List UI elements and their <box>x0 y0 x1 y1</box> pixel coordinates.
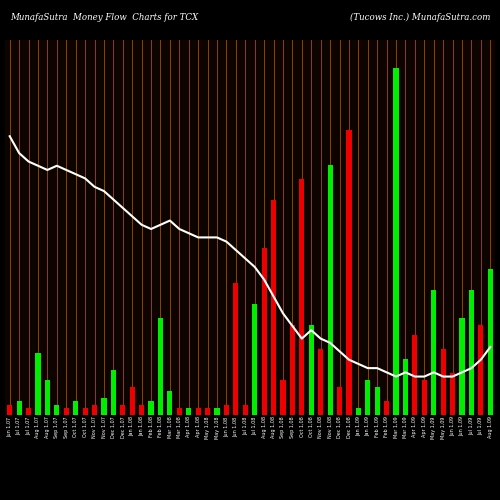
Bar <box>234 283 238 415</box>
Bar <box>328 165 332 415</box>
Bar <box>318 349 324 415</box>
Bar <box>16 401 21 415</box>
Bar <box>168 390 172 415</box>
Bar <box>102 398 106 415</box>
Bar <box>130 387 135 415</box>
Bar <box>346 130 352 415</box>
Bar <box>422 380 427 415</box>
Bar <box>337 387 342 415</box>
Bar <box>299 179 304 415</box>
Bar <box>205 408 210 415</box>
Bar <box>7 404 12 415</box>
Bar <box>271 200 276 415</box>
Bar <box>148 401 154 415</box>
Bar <box>394 68 398 415</box>
Bar <box>440 349 446 415</box>
Bar <box>431 290 436 415</box>
Bar <box>403 360 408 415</box>
Bar <box>356 408 361 415</box>
Bar <box>54 404 60 415</box>
Bar <box>460 318 464 415</box>
Bar <box>365 380 370 415</box>
Bar <box>488 269 493 415</box>
Bar <box>92 404 97 415</box>
Bar <box>242 404 248 415</box>
Bar <box>186 408 192 415</box>
Bar <box>120 404 126 415</box>
Bar <box>412 335 418 415</box>
Bar <box>262 248 266 415</box>
Bar <box>111 370 116 415</box>
Bar <box>45 380 50 415</box>
Bar <box>478 324 484 415</box>
Bar <box>139 404 144 415</box>
Bar <box>26 408 31 415</box>
Text: (Tucows Inc.) MunafaSutra.com: (Tucows Inc.) MunafaSutra.com <box>350 12 490 22</box>
Bar <box>82 408 87 415</box>
Bar <box>252 304 258 415</box>
Bar <box>158 318 163 415</box>
Bar <box>224 404 229 415</box>
Bar <box>308 324 314 415</box>
Bar <box>450 374 455 415</box>
Bar <box>214 408 220 415</box>
Bar <box>176 408 182 415</box>
Bar <box>469 290 474 415</box>
Bar <box>384 401 389 415</box>
Bar <box>196 408 201 415</box>
Bar <box>73 401 78 415</box>
Bar <box>280 380 285 415</box>
Bar <box>290 324 295 415</box>
Bar <box>64 408 69 415</box>
Bar <box>374 387 380 415</box>
Bar <box>36 352 41 415</box>
Text: MunafaSutra  Money Flow  Charts for TCX: MunafaSutra Money Flow Charts for TCX <box>10 12 198 22</box>
